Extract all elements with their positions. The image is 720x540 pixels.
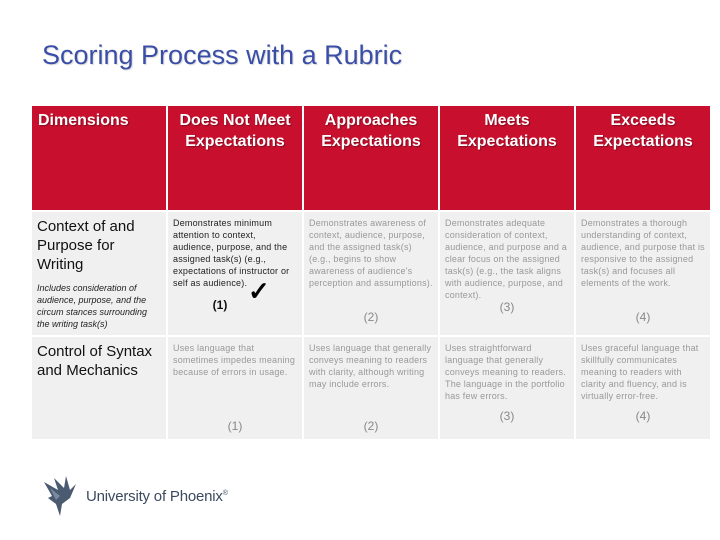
rubric-cell: Uses straightforward language that gener… — [440, 337, 574, 439]
cell-description: Uses graceful language that skillfully c… — [581, 343, 699, 401]
header-dimensions: Dimensions — [32, 106, 166, 210]
cell-score: (1) — [212, 298, 228, 312]
cell-score: (3) — [499, 300, 515, 314]
row-label: Context of and Purpose for Writing — [37, 218, 135, 273]
rubric-cell: Demonstrates a thorough understanding of… — [576, 212, 710, 335]
check-mark-icon: ✓ — [248, 276, 270, 306]
slide-title: Scoring Process with a Rubric — [42, 40, 403, 70]
cell-score: (2) — [363, 310, 379, 324]
cell-description: Demonstrates a thorough understanding of… — [581, 218, 705, 288]
header-meets: Meets Expectations — [440, 106, 574, 210]
cell-score: (1) — [227, 419, 243, 433]
row-label: Control of Syntax and Mechanics — [37, 343, 153, 379]
rubric-cell: Demonstrates adequate consideration of c… — [440, 212, 574, 335]
rubric-cell: Uses graceful language that skillfully c… — [576, 337, 710, 439]
header-row: Dimensions Does Not Meet Expectations Ap… — [32, 106, 710, 210]
row-label-cell: Control of Syntax and Mechanics — [32, 337, 166, 439]
university-logo: University of Phoenix® — [40, 474, 228, 518]
rubric-cell: Demonstrates awareness of context, audie… — [304, 212, 438, 335]
cell-description: Uses straightforward language that gener… — [445, 343, 566, 401]
rubric-cell: Demonstrates minimum attention to contex… — [168, 212, 302, 335]
row-sublabel: Includes consideration of audience, purp… — [37, 283, 148, 329]
cell-score: (4) — [635, 409, 651, 423]
row-label-cell: Context of and Purpose for Writing Inclu… — [32, 212, 166, 335]
cell-description: Uses language that sometimes impedes mea… — [173, 343, 296, 377]
phoenix-bird-icon — [44, 476, 76, 516]
table-row: Context of and Purpose for Writing Inclu… — [32, 212, 710, 335]
cell-description: Uses language that generally conveys mea… — [309, 343, 432, 389]
cell-score: (4) — [635, 310, 651, 324]
rubric-cell: Uses language that sometimes impedes mea… — [168, 337, 302, 439]
rubric-cell: Uses language that generally conveys mea… — [304, 337, 438, 439]
header-does-not-meet: Does Not Meet Expectations — [168, 106, 302, 210]
cell-description: Demonstrates minimum attention to contex… — [173, 218, 290, 288]
logo-text: University of Phoenix® — [86, 487, 228, 505]
table-row: Control of Syntax and Mechanics Uses lan… — [32, 337, 710, 439]
cell-score: (3) — [499, 409, 515, 423]
rubric-table: Dimensions Does Not Meet Expectations Ap… — [30, 104, 712, 441]
header-approaches: Approaches Expectations — [304, 106, 438, 210]
cell-description: Demonstrates adequate consideration of c… — [445, 218, 567, 300]
header-exceeds: Exceeds Expectations — [576, 106, 710, 210]
cell-description: Demonstrates awareness of context, audie… — [309, 218, 433, 288]
cell-score: (2) — [363, 419, 379, 433]
